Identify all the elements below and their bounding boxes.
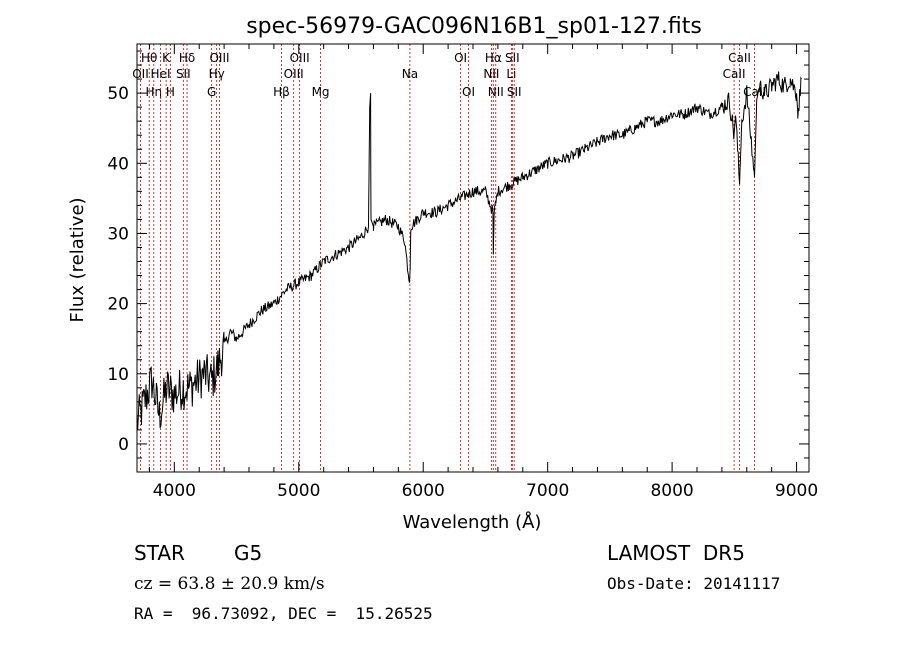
line-label-24: CaII xyxy=(723,67,746,81)
line-label-5: H xyxy=(166,85,175,99)
spectrum-line xyxy=(136,71,802,430)
y-axis-label: Flux (relative) xyxy=(67,197,88,322)
x-tick-label-5: 9000 xyxy=(775,481,818,501)
line-label-8: G xyxy=(207,85,216,99)
line-label-6: SII xyxy=(176,67,191,81)
y-tick-label-4: 40 xyxy=(107,154,129,174)
line-label-1: Hθ xyxy=(141,51,157,65)
y-tick-label-3: 30 xyxy=(107,224,129,244)
line-label-3: HeI xyxy=(151,67,171,81)
line-label-19: Hα xyxy=(485,51,502,65)
obs-date: Obs-Date: 20141117 xyxy=(607,574,780,593)
line-label-20: NII xyxy=(488,85,504,99)
line-label-23: SII xyxy=(507,85,522,99)
line-label-7: Hδ xyxy=(179,51,195,65)
line-label-22: SII xyxy=(505,51,520,65)
x-tick-label-3: 7000 xyxy=(526,481,569,501)
chart-title: spec-56979-GAC096N16B1_sp01-127.fits xyxy=(246,14,702,39)
line-label-18: NII xyxy=(483,67,499,81)
ra-dec: RA = 96.73092, DEC = 15.26525 xyxy=(134,604,433,623)
line-label-26: CaII xyxy=(743,85,766,99)
axes: 4000 5000 6000 7000 8000 9000 0 10 20 30 40 50 xyxy=(107,43,818,501)
line-label-25: CaII xyxy=(728,51,751,65)
plot-frame xyxy=(136,43,810,473)
survey-label: LAMOST DR5 xyxy=(607,541,745,565)
x-tick-label-1: 5000 xyxy=(277,481,320,501)
y-tick-label-1: 10 xyxy=(107,365,129,385)
redshift-line: cz = 63.8 ± 20.9 km/s xyxy=(134,574,325,594)
spectrum-series xyxy=(136,71,802,430)
line-label-13: OIII xyxy=(290,51,310,65)
line-label-2: Hη xyxy=(145,85,162,99)
line-label-14: Mg xyxy=(312,85,330,99)
object-subclass: G5 xyxy=(234,541,262,565)
line-label-4: K xyxy=(162,51,171,65)
line-label-10: OIII xyxy=(209,51,229,65)
line-label-16: OI xyxy=(454,51,467,65)
y-tick-label-0: 0 xyxy=(118,435,129,455)
y-tick-label-2: 20 xyxy=(107,295,129,315)
y-tick-label-5: 50 xyxy=(107,84,129,104)
x-axis-label: Wavelength (Å) xyxy=(403,511,542,533)
x-tick-label-0: 4000 xyxy=(153,481,196,501)
object-class: STAR xyxy=(134,541,185,565)
line-label-21: Li xyxy=(506,67,516,81)
line-label-12: OIII xyxy=(284,67,304,81)
spectral-line-markers: OIIHθHηHeIKHSIIHδGHγOIIIHβOIIIOIIIMgNaOI… xyxy=(132,44,766,472)
line-label-11: Hβ xyxy=(273,85,290,99)
line-label-9: Hγ xyxy=(209,67,225,81)
line-label-15: Na xyxy=(402,67,418,81)
line-label-0: OII xyxy=(132,67,149,81)
x-tick-label-4: 8000 xyxy=(650,481,693,501)
line-label-17: OI xyxy=(462,85,475,99)
x-tick-label-2: 6000 xyxy=(402,481,445,501)
